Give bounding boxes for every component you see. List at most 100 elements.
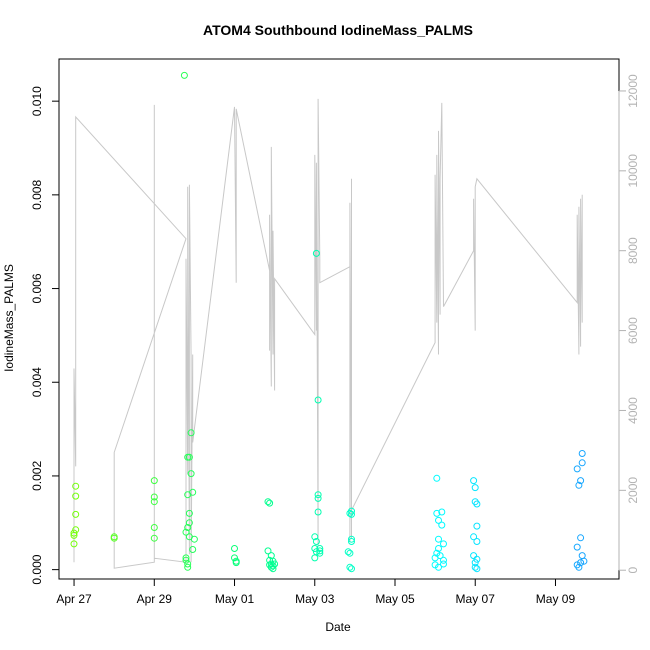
data-point [573, 543, 581, 551]
y2-tick-label: 8000 [626, 237, 640, 264]
data-point [187, 429, 195, 437]
data-point [440, 560, 447, 568]
data-point [187, 470, 195, 478]
data-point [150, 498, 158, 506]
data-point [184, 563, 192, 571]
data-point [348, 538, 355, 545]
x-axis: Apr 27 Apr 29 May 01 May 03 May 05 May 07 May … [56, 579, 575, 606]
data-point [346, 563, 354, 571]
y-axis-label: IodineMass_PALMS [2, 264, 16, 372]
data-point [266, 556, 274, 564]
data-point [473, 500, 481, 508]
data-point [316, 545, 324, 552]
data-point [433, 509, 441, 517]
y2-tick-label: 6000 [626, 317, 640, 344]
data-point [232, 559, 240, 567]
data-point [190, 535, 198, 543]
data-point [264, 498, 272, 506]
x-tick-label: May 09 [536, 592, 576, 606]
data-point [185, 509, 193, 517]
data-point [271, 560, 279, 568]
data-point [316, 547, 324, 555]
data-point [577, 559, 585, 567]
data-point [470, 552, 478, 560]
data-point [150, 524, 158, 531]
y2-tick-label: 2000 [626, 477, 640, 504]
chart-title: ATOM4 Southbound IodineMass_PALMS [203, 22, 473, 38]
data-point [471, 563, 479, 571]
data-point [473, 538, 481, 545]
data-point [70, 529, 78, 537]
data-point [311, 533, 319, 541]
data-point [312, 538, 320, 545]
data-point [348, 565, 355, 573]
y-tick-label: 0.006 [30, 273, 44, 303]
data-point [433, 474, 441, 482]
data-point [435, 535, 442, 543]
y-tick-label: 0.004 [30, 367, 44, 397]
data-point [438, 521, 446, 529]
y-tick-label: 0.008 [30, 180, 44, 210]
plot-frame [58, 58, 620, 580]
data-point [150, 534, 158, 542]
data-point [578, 552, 586, 560]
data-point [346, 549, 354, 557]
data-point [471, 559, 479, 567]
data-point [231, 545, 238, 552]
data-point [575, 481, 583, 489]
data-point [435, 545, 442, 552]
data-point [182, 528, 190, 536]
data-point [314, 396, 322, 404]
data-point [578, 450, 586, 457]
data-point [231, 554, 238, 562]
data-point [575, 563, 583, 571]
data-point [438, 508, 446, 516]
data-point [180, 71, 188, 79]
data-point [435, 516, 442, 524]
data-point [266, 499, 274, 507]
data-point [440, 540, 447, 548]
data-point [185, 519, 193, 527]
primary-series-points [70, 71, 588, 573]
data-point [473, 565, 481, 573]
y-tick-label: 0.000 [30, 554, 44, 584]
data-point [348, 535, 355, 543]
y-axis: 0.000 0.002 0.004 0.006 0.008 0.010 [30, 86, 59, 585]
data-point [185, 453, 193, 461]
data-point [470, 477, 478, 485]
data-point [471, 484, 479, 492]
data-point [473, 522, 481, 530]
data-point [189, 488, 197, 496]
x-tick-label: May 07 [456, 592, 496, 606]
y2-tick-label: 0 [626, 567, 640, 574]
data-point [580, 557, 588, 565]
data-point [470, 533, 478, 541]
data-point [314, 508, 322, 516]
data-point [577, 534, 585, 542]
data-point [70, 540, 78, 548]
data-point [150, 477, 158, 485]
data-point [473, 555, 481, 563]
data-point [72, 510, 80, 518]
data-point [344, 548, 352, 556]
data-point [435, 563, 442, 571]
data-point [189, 546, 197, 553]
secondary-series-lines [73, 98, 583, 569]
y-tick-label: 0.010 [30, 86, 44, 116]
data-point [311, 554, 319, 562]
y2-tick-label: 10000 [626, 154, 640, 188]
data-point [269, 565, 277, 573]
data-point [184, 524, 192, 531]
data-point [184, 560, 192, 568]
data-point [182, 554, 190, 562]
x-tick-label: Apr 27 [56, 592, 92, 606]
data-point [269, 562, 277, 570]
data-point [436, 552, 444, 560]
data-point [577, 477, 585, 485]
data-point [573, 465, 581, 473]
y-tick-label: 0.002 [30, 461, 44, 491]
secondary-series-line [73, 98, 583, 569]
data-point [72, 492, 80, 500]
x-tick-label: May 01 [215, 592, 255, 606]
data-point [578, 459, 586, 467]
